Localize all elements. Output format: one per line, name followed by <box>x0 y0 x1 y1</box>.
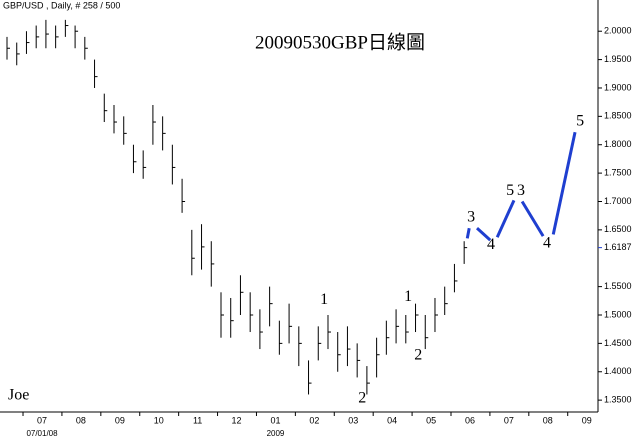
wave-label: 2 <box>358 390 366 407</box>
wave-label: 4 <box>487 236 495 253</box>
y-tick-label: 1.5000 <box>604 309 632 319</box>
projection-line <box>465 131 577 242</box>
y-tick-label: 1.3500 <box>604 395 632 405</box>
wave-label: 5 <box>506 182 514 199</box>
last-price-label: 1.6187 <box>604 242 632 252</box>
x-sublabel: 2009 <box>267 429 285 438</box>
x-tick-label: 02 <box>309 415 319 425</box>
wave-label: 2 <box>414 347 422 364</box>
y-tick-label: 1.9500 <box>604 54 632 64</box>
y-tick-label: 1.4000 <box>604 366 632 376</box>
y-tick-label: 2.0000 <box>604 26 632 36</box>
wave-label: 4 <box>543 235 551 252</box>
y-tick-label: 1.7500 <box>604 167 632 177</box>
x-tick-label: 08 <box>543 415 553 425</box>
x-tick-label: 01 <box>270 415 280 425</box>
wave-label: 5 <box>576 113 584 130</box>
y-tick-label: 1.9000 <box>604 82 632 92</box>
x-tick-label: 09 <box>115 415 125 425</box>
x-tick-label: 05 <box>426 415 436 425</box>
x-tick-label: 12 <box>232 415 242 425</box>
y-tick-label: 1.7000 <box>604 196 632 206</box>
y-tick-label: 1.8500 <box>604 111 632 121</box>
x-tick-label: 07 <box>37 415 47 425</box>
x-tick-label: 03 <box>348 415 358 425</box>
x-sublabel: 07/01/08 <box>26 429 58 438</box>
wave-label: 3 <box>517 182 525 199</box>
y-tick-label: 1.5500 <box>604 281 632 291</box>
x-tick-label: 04 <box>387 415 397 425</box>
x-tick-label: 08 <box>76 415 86 425</box>
wave-label: 1 <box>320 291 328 308</box>
chart-header: GBP/USD , Daily, # 258 / 500 <box>3 0 120 10</box>
y-tick-label: 1.4500 <box>604 338 632 348</box>
wave-label: 1 <box>404 288 412 305</box>
x-tick-label: 06 <box>465 415 475 425</box>
x-tick-label: 11 <box>193 415 202 425</box>
x-tick-label: 10 <box>154 415 164 425</box>
y-tick-label: 1.8000 <box>604 139 632 149</box>
wave-label: 3 <box>467 209 475 226</box>
signature: Joe <box>8 387 29 404</box>
y-tick-label: 1.6500 <box>604 224 632 234</box>
chart-title: 20090530GBP日線圖 <box>255 31 425 53</box>
x-tick-label: 07 <box>504 415 514 425</box>
x-tick-label: 09 <box>582 415 592 425</box>
